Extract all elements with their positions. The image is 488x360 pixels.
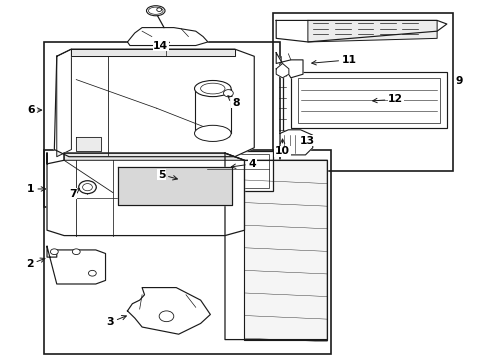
Text: 1: 1 — [27, 184, 45, 194]
Bar — [43, 42, 279, 207]
Ellipse shape — [148, 7, 163, 14]
Ellipse shape — [194, 125, 231, 141]
Circle shape — [82, 184, 92, 191]
Text: 11: 11 — [311, 55, 356, 65]
Text: 14: 14 — [153, 41, 169, 50]
Polygon shape — [244, 160, 327, 339]
Text: 9: 9 — [454, 76, 462, 86]
Bar — [290, 72, 446, 128]
Bar — [43, 149, 330, 354]
Circle shape — [88, 270, 96, 276]
Bar — [298, 78, 439, 123]
Polygon shape — [276, 63, 288, 78]
Text: 13: 13 — [299, 136, 314, 145]
Circle shape — [157, 8, 161, 12]
Text: 5: 5 — [158, 170, 177, 180]
Polygon shape — [280, 130, 312, 155]
Polygon shape — [64, 153, 244, 160]
Bar — [272, 13, 452, 171]
Text: 10: 10 — [274, 139, 289, 156]
Ellipse shape — [200, 83, 224, 94]
Text: 12: 12 — [372, 94, 403, 104]
Polygon shape — [127, 28, 207, 45]
Bar — [206, 154, 268, 188]
Polygon shape — [307, 21, 436, 42]
Polygon shape — [54, 49, 254, 157]
Polygon shape — [118, 167, 232, 205]
Circle shape — [223, 90, 233, 97]
Polygon shape — [276, 53, 303, 78]
Circle shape — [72, 249, 80, 255]
Polygon shape — [127, 288, 210, 334]
Polygon shape — [47, 153, 244, 235]
Text: 2: 2 — [26, 258, 45, 269]
Text: 8: 8 — [227, 96, 239, 108]
Text: 6: 6 — [27, 105, 41, 115]
Polygon shape — [76, 137, 101, 151]
Ellipse shape — [194, 81, 231, 96]
Polygon shape — [276, 21, 446, 42]
Polygon shape — [224, 153, 327, 339]
Polygon shape — [71, 49, 234, 56]
Circle shape — [50, 249, 58, 255]
Circle shape — [159, 311, 173, 321]
Bar — [203, 151, 272, 191]
Polygon shape — [47, 246, 105, 284]
Circle shape — [79, 181, 96, 194]
Text: 7: 7 — [69, 188, 80, 199]
Ellipse shape — [146, 6, 164, 16]
Polygon shape — [57, 49, 71, 157]
Text: 3: 3 — [106, 315, 126, 327]
Text: 4: 4 — [231, 159, 256, 169]
